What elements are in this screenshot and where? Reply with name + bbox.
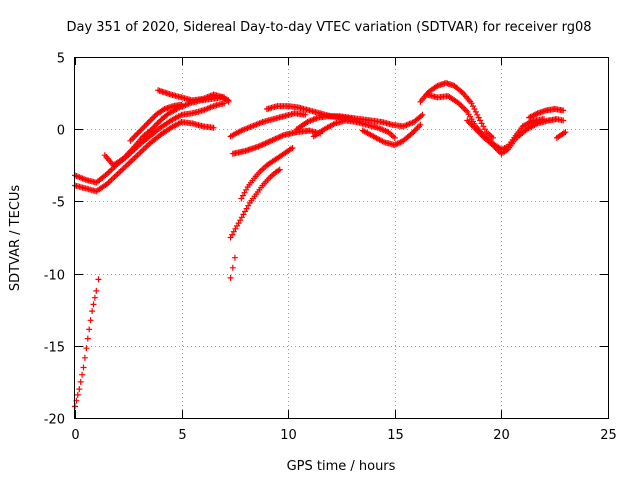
data-point	[560, 117, 567, 124]
data-point	[90, 301, 97, 308]
x-tick-label: 25	[600, 428, 617, 443]
y-tick-label: 5	[57, 52, 65, 67]
series-track-19	[526, 106, 567, 121]
x-tick-label: 15	[387, 428, 404, 443]
data-point	[227, 274, 234, 281]
data-point	[84, 335, 91, 342]
series-track-18	[464, 116, 567, 157]
series-track-20	[553, 129, 569, 141]
y-tick-label: -20	[44, 413, 65, 428]
data-point	[86, 326, 93, 333]
grid-lines	[75, 57, 608, 418]
x-tick-label: 10	[280, 428, 297, 443]
data-point	[138, 126, 145, 133]
chart-title: Day 351 of 2020, Sidereal Day-to-day VTE…	[66, 20, 591, 35]
data-point	[391, 134, 398, 141]
data-point	[419, 111, 426, 118]
series-track-9	[238, 145, 296, 202]
y-tick-labels: -20 -15 -10 -5 0 5	[44, 52, 65, 428]
series-track-17	[423, 91, 547, 153]
y-tick-label: -10	[44, 269, 65, 284]
series-track-13	[293, 111, 426, 133]
data-point	[417, 121, 424, 128]
data-point	[225, 98, 232, 105]
data-point	[95, 276, 102, 283]
axis-ticks	[75, 57, 609, 419]
data-point	[87, 317, 94, 324]
x-tick-label: 5	[178, 428, 186, 443]
series-track-15	[359, 121, 424, 149]
data-point	[560, 107, 567, 114]
data-point	[489, 134, 496, 141]
data-point	[77, 378, 84, 385]
series-track-11	[227, 110, 309, 140]
data-point	[231, 254, 238, 261]
y-tick-label: -15	[44, 341, 65, 356]
data-point	[81, 354, 88, 361]
data-point	[178, 101, 185, 108]
data-point	[472, 108, 479, 115]
data-point	[80, 364, 87, 371]
data-point	[302, 111, 309, 118]
y-tick-label: 0	[57, 124, 65, 139]
x-tick-label: 0	[71, 428, 79, 443]
data-point	[458, 103, 465, 110]
series-track-1	[72, 276, 102, 410]
series-track-5	[127, 101, 185, 144]
data-point	[276, 166, 283, 173]
series-track-14	[310, 117, 398, 141]
plot-frame	[74, 57, 609, 419]
data-point	[471, 106, 478, 112]
data-point	[91, 294, 98, 301]
data-point	[93, 287, 100, 294]
data-point	[229, 264, 236, 271]
x-axis-label: GPS time / hours	[287, 459, 396, 474]
data-point	[74, 391, 81, 398]
x-tick-labels: 0 5 10 15 20 25	[71, 428, 616, 443]
data-point	[470, 103, 476, 110]
series-track-7	[227, 254, 238, 281]
series-track-6	[155, 87, 232, 105]
data-point	[289, 145, 296, 151]
data-points	[72, 80, 569, 410]
data-point	[562, 129, 569, 136]
data-point	[413, 126, 420, 133]
data-point	[83, 345, 90, 352]
x-tick-label: 20	[493, 428, 510, 443]
data-point	[533, 111, 540, 117]
series-track-16	[417, 80, 496, 141]
series-track-8	[227, 166, 283, 241]
data-point	[89, 308, 96, 315]
data-point	[76, 386, 83, 393]
y-tick-label: -5	[52, 196, 65, 211]
data-point	[79, 371, 86, 378]
y-axis-label: SDTVAR / TECUs	[8, 185, 23, 292]
data-point	[210, 124, 217, 131]
